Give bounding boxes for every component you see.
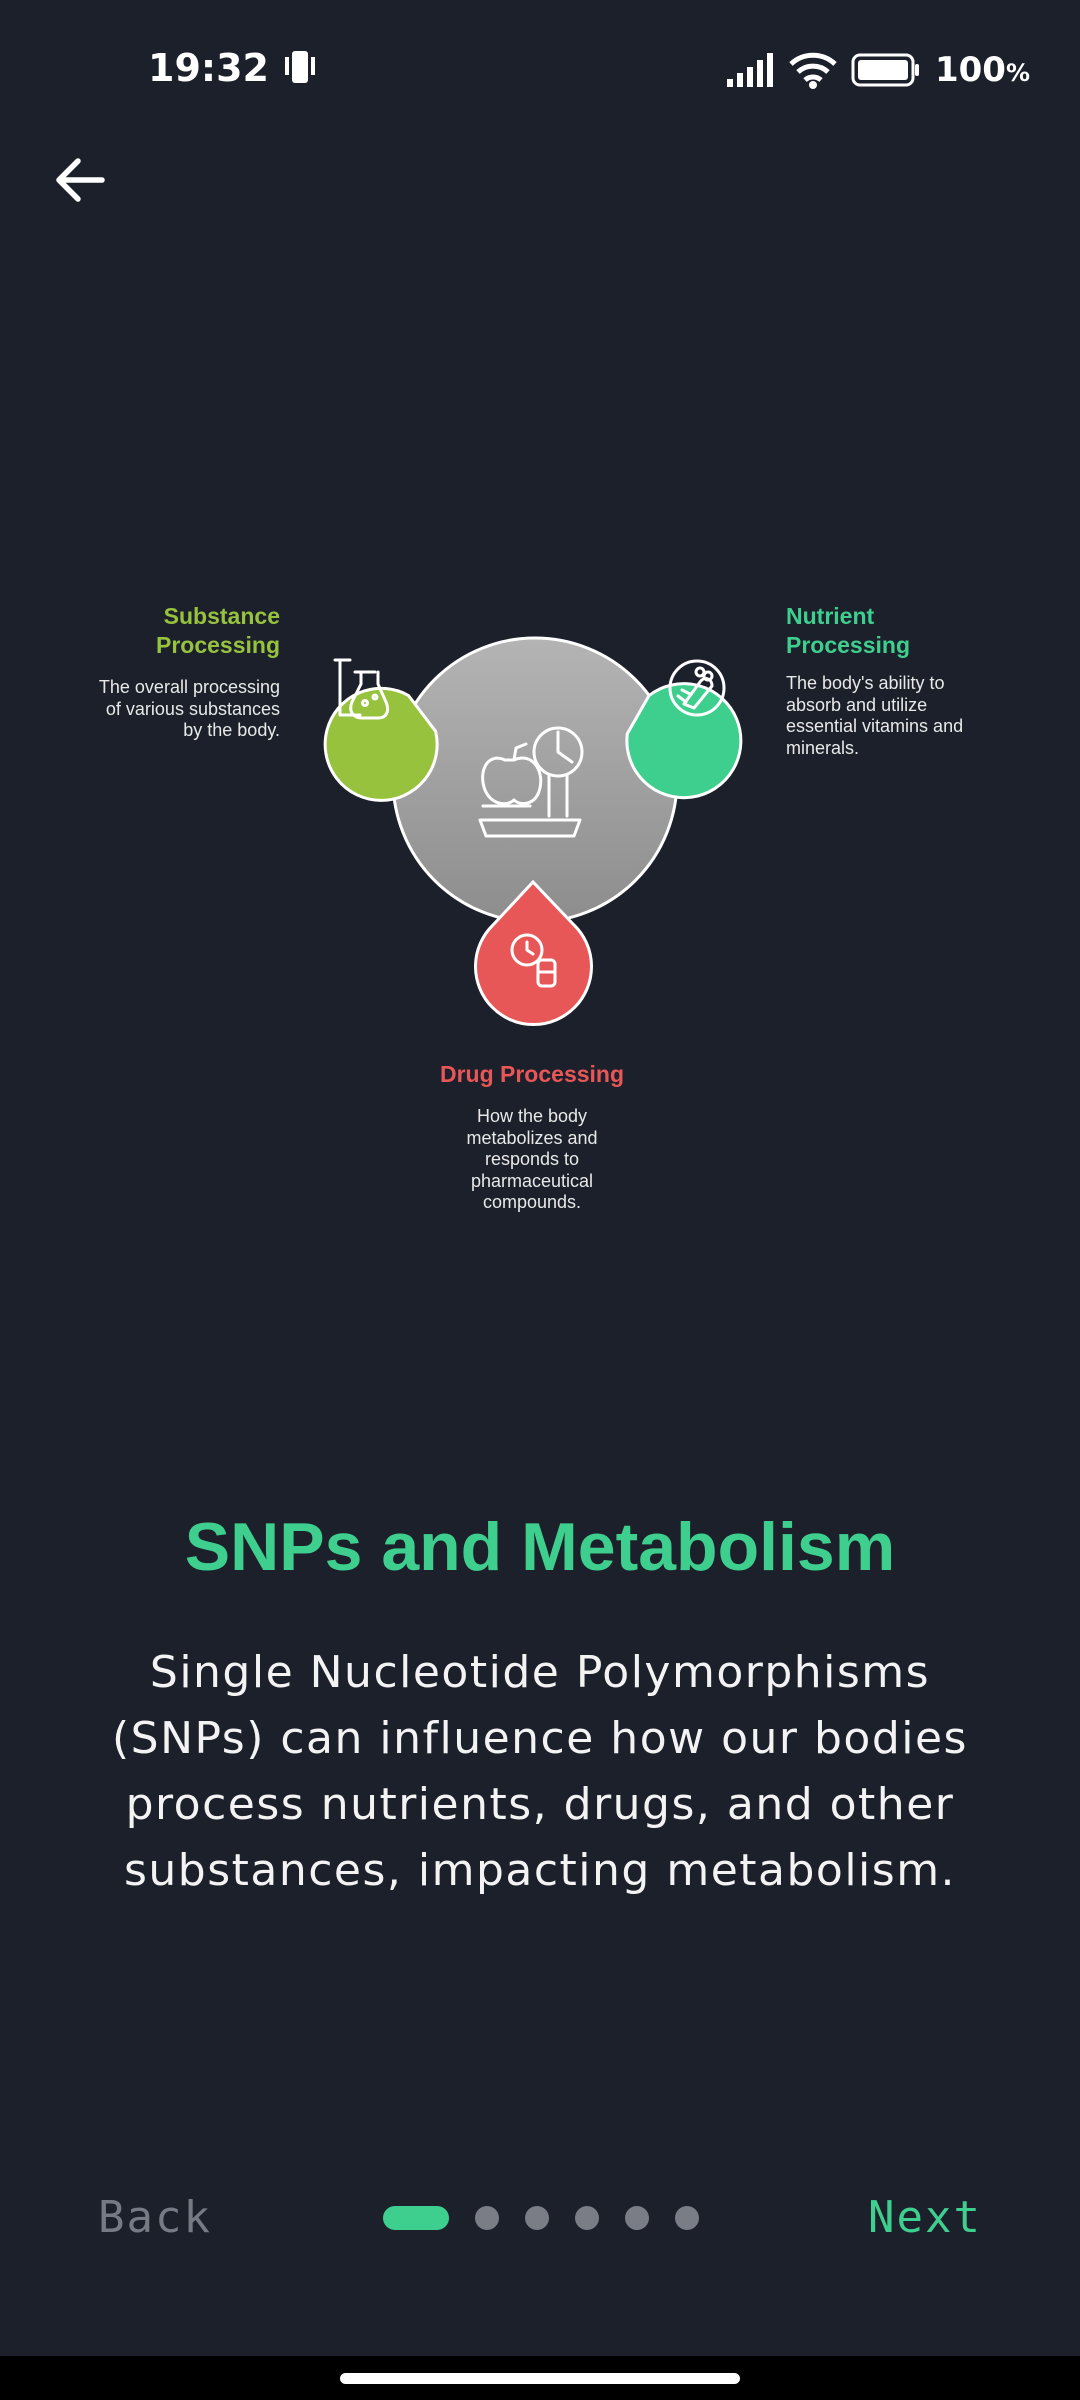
center-circle <box>391 636 679 924</box>
vegetable-icon <box>668 659 726 717</box>
diagram-graphic <box>323 636 743 1027</box>
pill-clock-icon <box>510 933 557 988</box>
page-indicator <box>383 2206 699 2230</box>
page-dot-1[interactable] <box>383 2206 449 2230</box>
status-time: 19:32 <box>148 46 316 90</box>
substance-title: Substance Processing <box>156 603 280 658</box>
next-button[interactable]: Next <box>868 2192 982 2243</box>
signal-icon <box>726 53 773 87</box>
nutrient-description: The body's ability to absorb and utilize… <box>786 673 964 758</box>
drug-title: Drug Processing <box>439 1061 625 1087</box>
wifi-icon <box>789 52 837 89</box>
page-dot-6[interactable] <box>675 2206 699 2230</box>
phone-vibrate-icon <box>285 51 316 83</box>
battery-icon <box>851 53 919 87</box>
page-dot-3[interactable] <box>525 2206 549 2230</box>
back-arrow-button[interactable] <box>40 140 120 220</box>
page-description: Single Nucleotide Polymorphisms (SNPs) c… <box>112 1647 968 1896</box>
flask-icon <box>333 658 390 720</box>
page-dot-5[interactable] <box>625 2206 649 2230</box>
battery-percentage: 100% <box>934 50 1030 90</box>
scale-apple-icon <box>478 726 584 838</box>
page-dot-2[interactable] <box>475 2206 499 2230</box>
page-title: SNPs and Metabolism <box>184 1509 896 1585</box>
status-right: 100% <box>725 46 1030 94</box>
metabolism-diagram: Substance Processing The overall process… <box>0 560 1080 1260</box>
page-dot-4[interactable] <box>575 2206 599 2230</box>
home-indicator[interactable] <box>340 2373 740 2384</box>
arrow-left-icon <box>56 158 105 202</box>
nutrient-drop <box>625 682 743 800</box>
substance-description: The overall processing of various substa… <box>98 677 280 740</box>
nutrient-title: Nutrient Processing <box>786 603 910 658</box>
status-bar: 19:32 100% <box>0 0 1080 140</box>
drug-description: How the body metabolizes and responds to… <box>466 1106 598 1212</box>
back-button[interactable]: Back <box>98 2192 212 2243</box>
